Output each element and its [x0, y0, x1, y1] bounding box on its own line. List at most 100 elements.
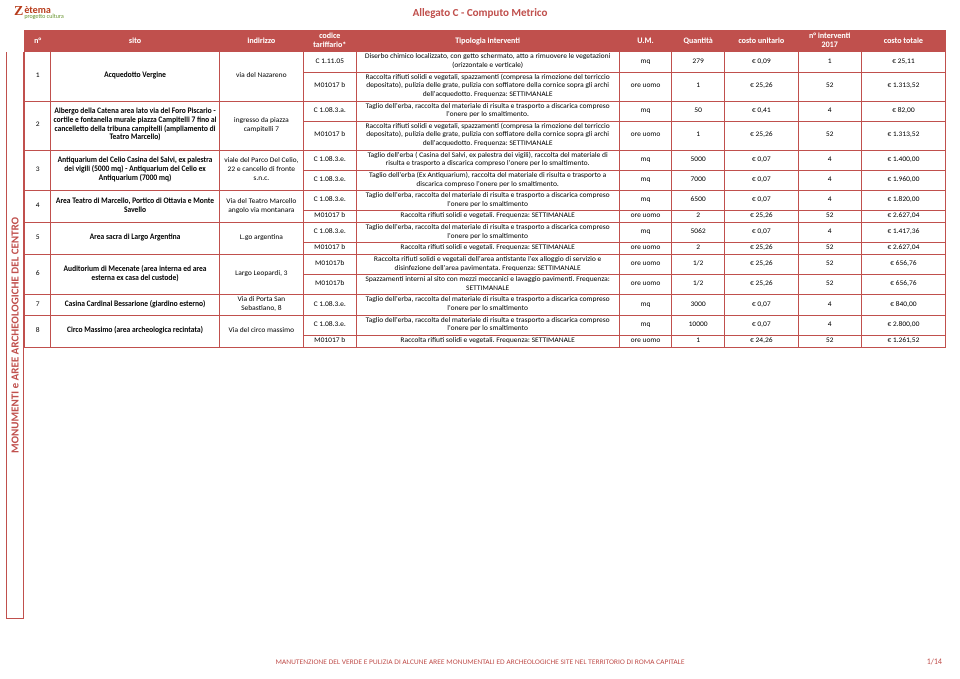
- cell-costo-unitario: € 0,07: [724, 170, 798, 190]
- col-n: n°: [25, 31, 51, 52]
- cell-codice: C 1.08.3.e.: [303, 191, 356, 211]
- cell-sito: Area Teatro di Marcello, Portico di Otta…: [51, 191, 219, 223]
- cell-n-interventi: 4: [798, 223, 861, 243]
- cell-costo-unitario: € 0,09: [724, 52, 798, 72]
- cell-costo-totale: € 1.313,52: [861, 72, 945, 101]
- cell-n-interventi: 52: [798, 254, 861, 274]
- cell-costo-totale: € 25,11: [861, 52, 945, 72]
- cell-um: mq: [619, 315, 672, 335]
- cell-indirizzo: viale del Parco Del Celio, 22 e cancello…: [219, 150, 303, 191]
- cell-quantita: 1: [672, 121, 725, 150]
- cell-costo-totale: € 840,00: [861, 295, 945, 315]
- cell-codice: C 1.08.3.e.: [303, 315, 356, 335]
- cell-tipologia: Taglio dell'erba, raccolta del materiale…: [356, 101, 619, 121]
- cell-n-interventi: 52: [798, 211, 861, 223]
- cell-costo-unitario: € 25,26: [724, 254, 798, 274]
- cell-n: 2: [25, 101, 51, 150]
- cell-costo-unitario: € 25,26: [724, 275, 798, 295]
- cell-quantita: 50: [672, 101, 725, 121]
- cell-tipologia: Taglio dell'erba ( Casina del Salvi, ex …: [356, 150, 619, 170]
- cell-tipologia: Taglio dell'erba, raccolta del materiale…: [356, 191, 619, 211]
- cell-costo-totale: € 656,76: [861, 275, 945, 295]
- cell-n-interventi: 4: [798, 315, 861, 335]
- cell-costo-unitario: € 0,07: [724, 295, 798, 315]
- cell-costo-totale: € 1.417,36: [861, 223, 945, 243]
- cell-n-interventi: 52: [798, 275, 861, 295]
- table-header-row: n° sito indirizzo codice tariffario* Tip…: [25, 31, 946, 52]
- table-container: n° sito indirizzo codice tariffario* Tip…: [24, 30, 946, 641]
- cell-codice: M01017 b: [303, 243, 356, 255]
- cell-um: ore uomo: [619, 72, 672, 101]
- cell-n-interventi: 4: [798, 101, 861, 121]
- cell-codice: M01017 b: [303, 121, 356, 150]
- cell-codice: C 1.08.3.e.: [303, 170, 356, 190]
- computo-table: n° sito indirizzo codice tariffario* Tip…: [24, 30, 946, 348]
- cell-quantita: 6500: [672, 191, 725, 211]
- cell-codice: C 1.08.3.e.: [303, 223, 356, 243]
- cell-costo-unitario: € 0,07: [724, 150, 798, 170]
- table-row: 5Area sacra di Largo ArgentinaL.go argen…: [25, 223, 946, 243]
- cell-codice: M01017 b: [303, 335, 356, 347]
- cell-n: 8: [25, 315, 51, 347]
- cell-sito: Casina Cardinal Bessarione (giardino est…: [51, 295, 219, 315]
- cell-um: mq: [619, 295, 672, 315]
- cell-codice: C 1.08.3.e.: [303, 295, 356, 315]
- col-n-interventi: n° interventi 2017: [798, 31, 861, 52]
- cell-um: ore uomo: [619, 121, 672, 150]
- cell-costo-unitario: € 25,26: [724, 72, 798, 101]
- cell-costo-totale: € 2.627,04: [861, 211, 945, 223]
- cell-costo-unitario: € 0,07: [724, 191, 798, 211]
- cell-quantita: 1/2: [672, 275, 725, 295]
- cell-n-interventi: 52: [798, 72, 861, 101]
- table-row: 3Antiquarium del Celio Casina del Salvi,…: [25, 150, 946, 170]
- cell-tipologia: Raccolta rifiuti solidi e vegetali. Freq…: [356, 335, 619, 347]
- cell-indirizzo: via del Nazareno: [219, 52, 303, 101]
- cell-costo-totale: € 1.820,00: [861, 191, 945, 211]
- cell-n-interventi: 4: [798, 191, 861, 211]
- col-costo-unitario: costo unitario: [724, 31, 798, 52]
- cell-quantita: 1: [672, 72, 725, 101]
- header: Z ètema progetto cultura Allegato C - Co…: [14, 4, 946, 26]
- cell-quantita: 5000: [672, 150, 725, 170]
- cell-n-interventi: 52: [798, 243, 861, 255]
- cell-quantita: 1: [672, 335, 725, 347]
- cell-costo-totale: € 1.400,00: [861, 150, 945, 170]
- cell-codice: M01017b: [303, 254, 356, 274]
- cell-indirizzo: Via di Porta San Sebastiano, 8: [219, 295, 303, 315]
- col-sito: sito: [51, 31, 219, 52]
- cell-indirizzo: Via del circo massimo: [219, 315, 303, 347]
- cell-tipologia: Raccolta rifiuti solidi e vegetali dell'…: [356, 254, 619, 274]
- cell-quantita: 2: [672, 243, 725, 255]
- doc-title: Allegato C - Computo Metrico: [14, 6, 946, 19]
- cell-costo-totale: € 1.261,52: [861, 335, 945, 347]
- cell-sito: Auditorium di Mecenate (area interna ed …: [51, 254, 219, 295]
- cell-tipologia: Taglio dell'erba, raccolta del materiale…: [356, 295, 619, 315]
- cell-quantita: 7000: [672, 170, 725, 190]
- cell-costo-unitario: € 24,26: [724, 335, 798, 347]
- cell-um: mq: [619, 150, 672, 170]
- cell-costo-unitario: € 0,07: [724, 223, 798, 243]
- table-row: 2Albergo della Catena area lato via del …: [25, 101, 946, 121]
- cell-um: mq: [619, 223, 672, 243]
- cell-n: 7: [25, 295, 51, 315]
- cell-quantita: 279: [672, 52, 725, 72]
- cell-quantita: 5062: [672, 223, 725, 243]
- cell-tipologia: Raccolta rifiuti solidi e vegetali. Freq…: [356, 243, 619, 255]
- cell-n-interventi: 1: [798, 52, 861, 72]
- cell-costo-unitario: € 25,26: [724, 211, 798, 223]
- col-tipologia: Tipologia interventi: [356, 31, 619, 52]
- cell-n: 1: [25, 52, 51, 101]
- cell-sito: Antiquarium del Celio Casina del Salvi, …: [51, 150, 219, 191]
- col-costo-totale: costo totale: [861, 31, 945, 52]
- cell-indirizzo: Largo Leopardi, 3: [219, 254, 303, 295]
- cell-costo-totale: € 656,76: [861, 254, 945, 274]
- section-side-label: MONUMENTI e AREE ARCHEOLOGICHE DEL CENTR…: [6, 52, 24, 619]
- cell-costo-totale: € 2.800,00: [861, 315, 945, 335]
- cell-um: ore uomo: [619, 254, 672, 274]
- cell-tipologia: Taglio dell'erba (Ex Antiquarium), racco…: [356, 170, 619, 190]
- cell-costo-unitario: € 0,07: [724, 315, 798, 335]
- cell-costo-unitario: € 25,26: [724, 243, 798, 255]
- cell-quantita: 2: [672, 211, 725, 223]
- cell-n-interventi: 4: [798, 295, 861, 315]
- cell-sito: Acquedotto Vergine: [51, 52, 219, 101]
